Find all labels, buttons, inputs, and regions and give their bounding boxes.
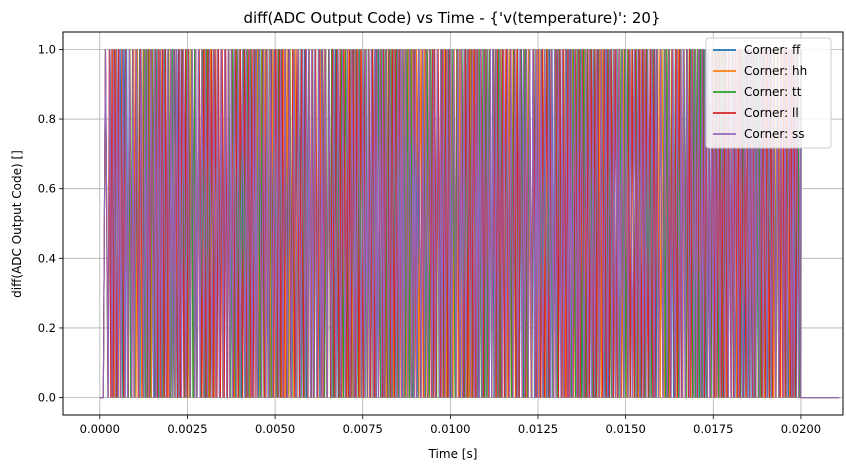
x-tick-label: 0.0025 (167, 422, 207, 436)
y-tick-label: 1.0 (38, 42, 56, 56)
x-axis-label: Time [s] (428, 447, 478, 461)
y-axis-ticks: 0.0 0.2 0.4 0.6 0.8 1.0 (38, 42, 63, 405)
x-tick-label: 0.0150 (606, 422, 646, 436)
chart-title: diff(ADC Output Code) vs Time - {'v(temp… (243, 9, 660, 27)
x-tick-label: 0.0000 (80, 422, 120, 436)
y-tick-label: 0.2 (38, 321, 56, 335)
plot-frame (62, 31, 844, 416)
x-tick-label: 0.0050 (255, 422, 295, 436)
x-tick-label: 0.0125 (518, 422, 558, 436)
y-tick-label: 0.8 (38, 112, 56, 126)
y-tick-label: 0.0 (38, 391, 56, 405)
x-tick-label: 0.0100 (430, 422, 470, 436)
y-axis-label: diff(ADC Output Code) [] (10, 150, 24, 298)
legend-box (705, 37, 832, 149)
legend-label: Corner: ss (744, 127, 805, 141)
y-tick-label: 0.4 (38, 251, 56, 265)
series-line-5 (99, 49, 840, 399)
legend-label: Corner: hh (744, 64, 807, 78)
series-layer (99, 49, 840, 399)
x-tick-label: 0.0200 (781, 422, 821, 436)
y-tick-label: 0.6 (38, 182, 56, 196)
x-axis-ticks: 0.0000 0.0025 0.0050 0.0075 0.0100 0.0125 0.01… (80, 415, 821, 436)
legend-label: Corner: ff (744, 43, 801, 57)
x-tick-label: 0.0175 (693, 422, 733, 436)
legend: Corner: ff Corner: hh Corner: tt Corner: ll… (705, 37, 832, 149)
legend-label: Corner: tt (744, 85, 802, 99)
x-tick-label: 0.0075 (343, 422, 383, 436)
legend-label: Corner: ll (744, 106, 799, 120)
